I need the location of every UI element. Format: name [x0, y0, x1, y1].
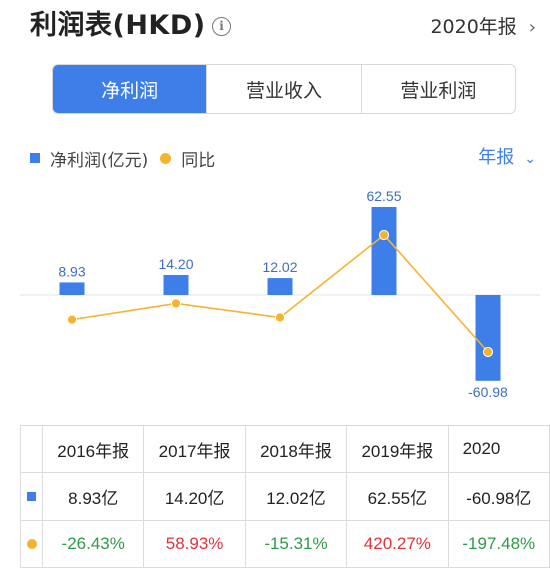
bar-data-label: 14.20	[158, 256, 193, 272]
table-row-yoy: -26.43% 58.93% -15.31% 420.27% -197.48%	[20, 519, 550, 568]
bar-data-label: 8.93	[58, 263, 85, 279]
frequency-label: 年报	[478, 147, 515, 168]
table-header-cell: 2016年报	[41, 424, 145, 474]
info-icon[interactable]: i	[212, 17, 231, 36]
bar-2020年报	[475, 295, 501, 381]
bar-data-label: -60.98	[468, 384, 508, 400]
bar-2017年报	[163, 275, 189, 295]
frequency-selector[interactable]: 年报 ⌄	[478, 146, 536, 171]
bar-2016年报	[59, 282, 85, 295]
net-profit-chart: 8.93 14.20 12.02 62.55 -60.98	[20, 188, 540, 400]
bar-2019年报	[371, 207, 397, 295]
table-header-cell: 2019年报	[346, 424, 449, 474]
table-header-row: 2016年报 2017年报 2018年报 2019年报 2020	[20, 424, 550, 474]
line-legend-marker	[160, 152, 172, 164]
bar-legend-marker	[30, 153, 40, 163]
chevron-right-icon: ›	[528, 17, 536, 38]
page-title: 利润表(HKD)	[30, 10, 206, 41]
metric-tabs: 净利润 营业收入 营业利润	[52, 64, 516, 114]
table-header-cell: 2018年报	[244, 424, 348, 474]
line-series-marker	[26, 538, 37, 549]
yoy-point-2020年报	[482, 346, 494, 358]
bar-2018年报	[267, 278, 293, 295]
legend-bar-label: 净利润(亿元)	[50, 150, 149, 171]
yoy-point-2018年报	[274, 312, 286, 323]
chevron-down-icon: ⌄	[524, 151, 536, 167]
header: 利润表(HKD) i 2020年报 ›	[30, 8, 546, 48]
yoy-point-2019年报	[378, 229, 390, 241]
period-selector[interactable]: 2020年报 ›	[430, 14, 536, 41]
yoy-row-marker	[20, 519, 43, 568]
bar-series-marker	[27, 492, 36, 502]
net-profit-row-marker	[20, 472, 43, 521]
table-cell: -15.31%	[244, 519, 348, 568]
table-header-cell: 2020	[447, 424, 550, 474]
yoy-point-2016年报	[66, 314, 78, 325]
table-cell: 420.27%	[346, 519, 449, 568]
table-cell: 8.93亿	[41, 472, 145, 521]
table-cell: 58.93%	[143, 519, 246, 568]
table-cell: -60.98亿	[447, 472, 550, 521]
period-label: 2020年报	[430, 16, 517, 38]
table-cell: 12.02亿	[244, 472, 348, 521]
tab-operating-profit[interactable]: 营业利润	[360, 65, 515, 113]
legend-line-label: 同比	[181, 150, 216, 171]
bar-data-label: 62.55	[366, 188, 401, 204]
table-row-net-profit: 8.93亿 14.20亿 12.02亿 62.55亿 -60.98亿	[20, 472, 550, 521]
table-cell: -197.48%	[447, 519, 550, 568]
chart-legend: 净利润(亿元) 同比	[30, 146, 216, 171]
tab-revenue[interactable]: 营业收入	[206, 65, 360, 113]
tab-net-profit[interactable]: 净利润	[53, 65, 207, 113]
bar-data-label: 12.02	[262, 259, 297, 275]
table-corner-cell	[20, 424, 43, 474]
table-cell: 62.55亿	[346, 472, 449, 521]
table-cell: -26.43%	[41, 519, 145, 568]
table-header-cell: 2017年报	[143, 424, 246, 474]
yoy-point-2017年报	[170, 298, 182, 309]
table-cell: 14.20亿	[143, 472, 246, 521]
data-table: 2016年报 2017年报 2018年报 2019年报 2020 8.93亿 1…	[20, 424, 550, 568]
